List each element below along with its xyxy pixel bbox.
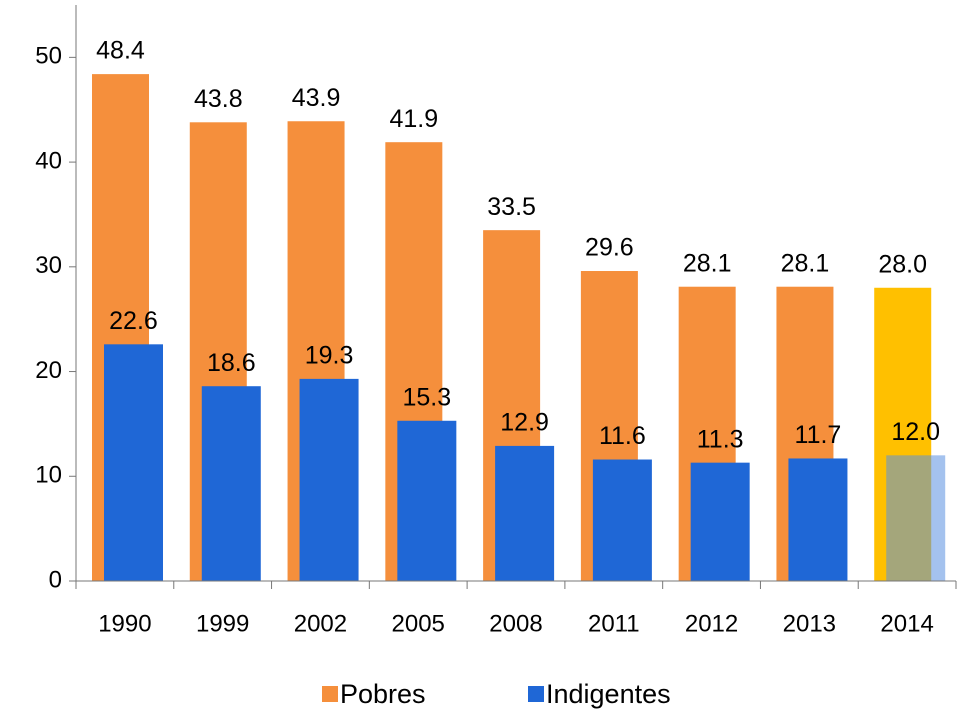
data-label: 28.0 (878, 250, 927, 278)
data-label: 29.6 (585, 234, 634, 262)
legend-label: Indigentes (546, 679, 671, 709)
data-label: 43.8 (194, 85, 243, 113)
bar (495, 445, 555, 581)
data-label: 48.4 (96, 37, 145, 65)
bar (201, 386, 261, 581)
data-label: 43.9 (292, 84, 341, 112)
y-tick-label: 30 (35, 252, 62, 279)
x-tick-label: 2002 (294, 610, 347, 637)
y-tick-label: 20 (35, 357, 62, 384)
bar (299, 378, 359, 581)
data-label: 19.3 (305, 341, 354, 369)
data-label: 18.6 (207, 349, 256, 377)
data-label: 41.9 (389, 105, 438, 133)
data-label: 15.3 (402, 383, 451, 411)
data-label: 33.5 (487, 193, 536, 221)
y-tick-label: 50 (35, 43, 62, 70)
x-tick-label: 2014 (880, 610, 933, 637)
bar (886, 455, 946, 581)
y-tick-label: 40 (35, 147, 62, 174)
x-tick-label: 1990 (98, 610, 151, 637)
bar (788, 458, 848, 581)
legend-swatch (322, 686, 338, 702)
legend-label: Pobres (340, 679, 426, 709)
y-tick-label: 0 (49, 566, 62, 593)
legend-swatch (528, 686, 544, 702)
x-tick-label: 2008 (489, 610, 542, 637)
bar (104, 344, 163, 581)
data-label: 28.1 (683, 249, 732, 277)
data-label: 12.9 (500, 409, 549, 437)
bar (397, 420, 457, 581)
data-label: 11.3 (697, 425, 744, 453)
y-tick-label: 10 (35, 462, 62, 489)
data-label: 28.1 (781, 249, 830, 277)
data-label: 11.6 (599, 422, 646, 450)
x-tick-label: 2011 (588, 610, 640, 637)
bar (690, 462, 750, 581)
x-tick-label: 1999 (196, 610, 249, 637)
x-tick-label: 2012 (685, 610, 738, 637)
x-tick-label: 2005 (392, 610, 445, 637)
data-label: 12.0 (891, 418, 940, 446)
x-tick-label: 2013 (783, 610, 836, 637)
data-label: 22.6 (109, 307, 158, 335)
bar (592, 459, 652, 581)
data-label: 11.7 (795, 421, 842, 449)
